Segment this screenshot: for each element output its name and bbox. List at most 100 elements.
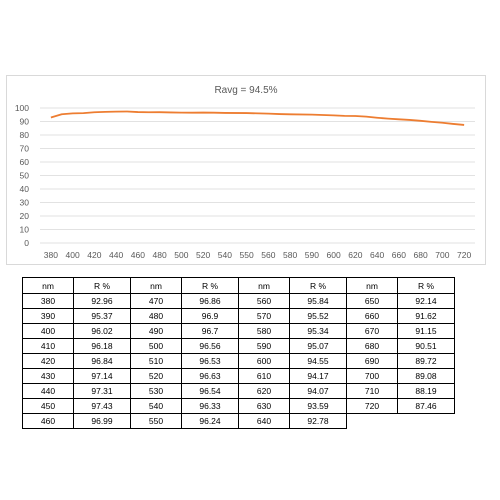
x-tick-label: 560 — [261, 250, 275, 260]
cell-r: 87.46 — [397, 398, 455, 414]
cell-r: 88.19 — [397, 383, 455, 399]
x-tick-label: 590 — [305, 250, 319, 260]
table-row: 420 96.84 510 96.53 600 94.55 690 89.72 — [22, 353, 455, 369]
header-r: R % — [289, 277, 347, 294]
cell-nm: 560 — [238, 293, 290, 309]
cell-r: 97.31 — [73, 383, 131, 399]
reflectance-series-line — [50, 110, 465, 126]
cell-r: 96.53 — [181, 353, 239, 369]
reflectance-table: nm R % nm R % nm R % nm R % 380 92.96 470 96.86 560 9… — [22, 277, 455, 429]
cell-r: 96.18 — [73, 338, 131, 354]
cell-nm: 530 — [130, 383, 182, 399]
chart-title: Ravg = 94.5% — [214, 85, 277, 96]
cell-nm: 490 — [130, 323, 182, 339]
table-row: 410 96.18 500 96.56 590 95.07 680 90.51 — [22, 338, 455, 354]
y-axis-ticks: 0 10 20 30 40 50 60 70 80 90 100 — [15, 103, 29, 248]
cell-r: 94.55 — [289, 353, 347, 369]
cell-nm: 600 — [238, 353, 290, 369]
cell-nm: 460 — [22, 413, 74, 429]
cell-r: 96.86 — [181, 293, 239, 309]
x-tick-label: 420 — [87, 250, 101, 260]
cell-r: 96.63 — [181, 368, 239, 384]
cell-r: 91.15 — [397, 323, 455, 339]
cell-r: 96.84 — [73, 353, 131, 369]
cell-r: 96.54 — [181, 383, 239, 399]
x-tick-label: 680 — [414, 250, 428, 260]
cell-nm: 500 — [130, 338, 182, 354]
header-nm: nm — [346, 277, 398, 294]
y-tick-label: 70 — [20, 144, 30, 154]
cell-r: 92.14 — [397, 293, 455, 309]
cell-empty — [347, 414, 398, 429]
cell-nm: 630 — [238, 398, 290, 414]
x-tick-label: 500 — [174, 250, 188, 260]
x-tick-label: 550 — [240, 250, 254, 260]
chart-panel: Ravg = 94.5% 0 10 20 30 40 50 60 70 80 90 100 380 4… — [6, 75, 486, 265]
cell-empty — [398, 414, 455, 429]
x-axis-ticks: 380 400 420 440 460 480 500 520 540 550 560 580 590 6… — [44, 250, 472, 260]
cell-r: 97.43 — [73, 398, 131, 414]
y-tick-label: 80 — [20, 130, 30, 140]
x-tick-label: 660 — [392, 250, 406, 260]
cell-r: 95.07 — [289, 338, 347, 354]
cell-nm: 450 — [22, 398, 74, 414]
header-r: R % — [397, 277, 455, 294]
cell-nm: 410 — [22, 338, 74, 354]
header-r: R % — [181, 277, 239, 294]
x-tick-label: 620 — [348, 250, 362, 260]
cell-nm: 480 — [130, 308, 182, 324]
y-tick-label: 0 — [24, 238, 29, 248]
cell-r: 96.56 — [181, 338, 239, 354]
reflectance-chart: Ravg = 94.5% 0 10 20 30 40 50 60 70 80 90 100 380 4… — [15, 85, 475, 260]
table-row: 380 92.96 470 96.86 560 95.84 650 92.14 — [22, 293, 455, 309]
cell-nm: 430 — [22, 368, 74, 384]
cell-nm: 680 — [346, 338, 398, 354]
cell-r: 93.59 — [289, 398, 347, 414]
cell-r: 89.72 — [397, 353, 455, 369]
cell-nm: 440 — [22, 383, 74, 399]
header-r: R % — [73, 277, 131, 294]
cell-nm: 640 — [238, 413, 290, 429]
cell-r: 95.37 — [73, 308, 131, 324]
y-tick-label: 100 — [15, 103, 29, 113]
cell-nm: 660 — [346, 308, 398, 324]
table-header-row: nm R % nm R % nm R % nm R % — [22, 277, 455, 294]
x-tick-label: 380 — [44, 250, 58, 260]
cell-r: 95.84 — [289, 293, 347, 309]
cell-r: 89.08 — [397, 368, 455, 384]
cell-nm: 700 — [346, 368, 398, 384]
cell-r: 94.17 — [289, 368, 347, 384]
y-tick-label: 90 — [20, 117, 30, 127]
cell-nm: 710 — [346, 383, 398, 399]
cell-nm: 570 — [238, 308, 290, 324]
cell-r: 96.9 — [181, 308, 239, 324]
cell-nm: 590 — [238, 338, 290, 354]
header-nm: nm — [130, 277, 182, 294]
header-nm: nm — [22, 277, 74, 294]
x-tick-label: 440 — [109, 250, 123, 260]
x-tick-label: 640 — [370, 250, 384, 260]
cell-r: 92.78 — [289, 413, 347, 429]
x-tick-label: 600 — [327, 250, 341, 260]
x-tick-label: 540 — [218, 250, 232, 260]
x-tick-label: 720 — [457, 250, 471, 260]
cell-r: 91.62 — [397, 308, 455, 324]
y-tick-label: 10 — [20, 225, 30, 235]
cell-nm: 540 — [130, 398, 182, 414]
cell-r: 96.7 — [181, 323, 239, 339]
x-tick-label: 700 — [435, 250, 449, 260]
cell-r: 94.07 — [289, 383, 347, 399]
cell-r: 95.34 — [289, 323, 347, 339]
cell-r: 92.96 — [73, 293, 131, 309]
grid-lines — [40, 107, 475, 244]
table-row: 430 97.14 520 96.63 610 94.17 700 89.08 — [22, 368, 455, 384]
cell-nm: 690 — [346, 353, 398, 369]
cell-nm: 470 — [130, 293, 182, 309]
table-row: 450 97.43 540 96.33 630 93.59 720 87.46 — [22, 398, 455, 414]
x-tick-label: 580 — [283, 250, 297, 260]
y-tick-label: 50 — [20, 171, 30, 181]
cell-r: 96.02 — [73, 323, 131, 339]
cell-r: 96.99 — [73, 413, 131, 429]
y-tick-label: 60 — [20, 157, 30, 167]
cell-nm: 650 — [346, 293, 398, 309]
